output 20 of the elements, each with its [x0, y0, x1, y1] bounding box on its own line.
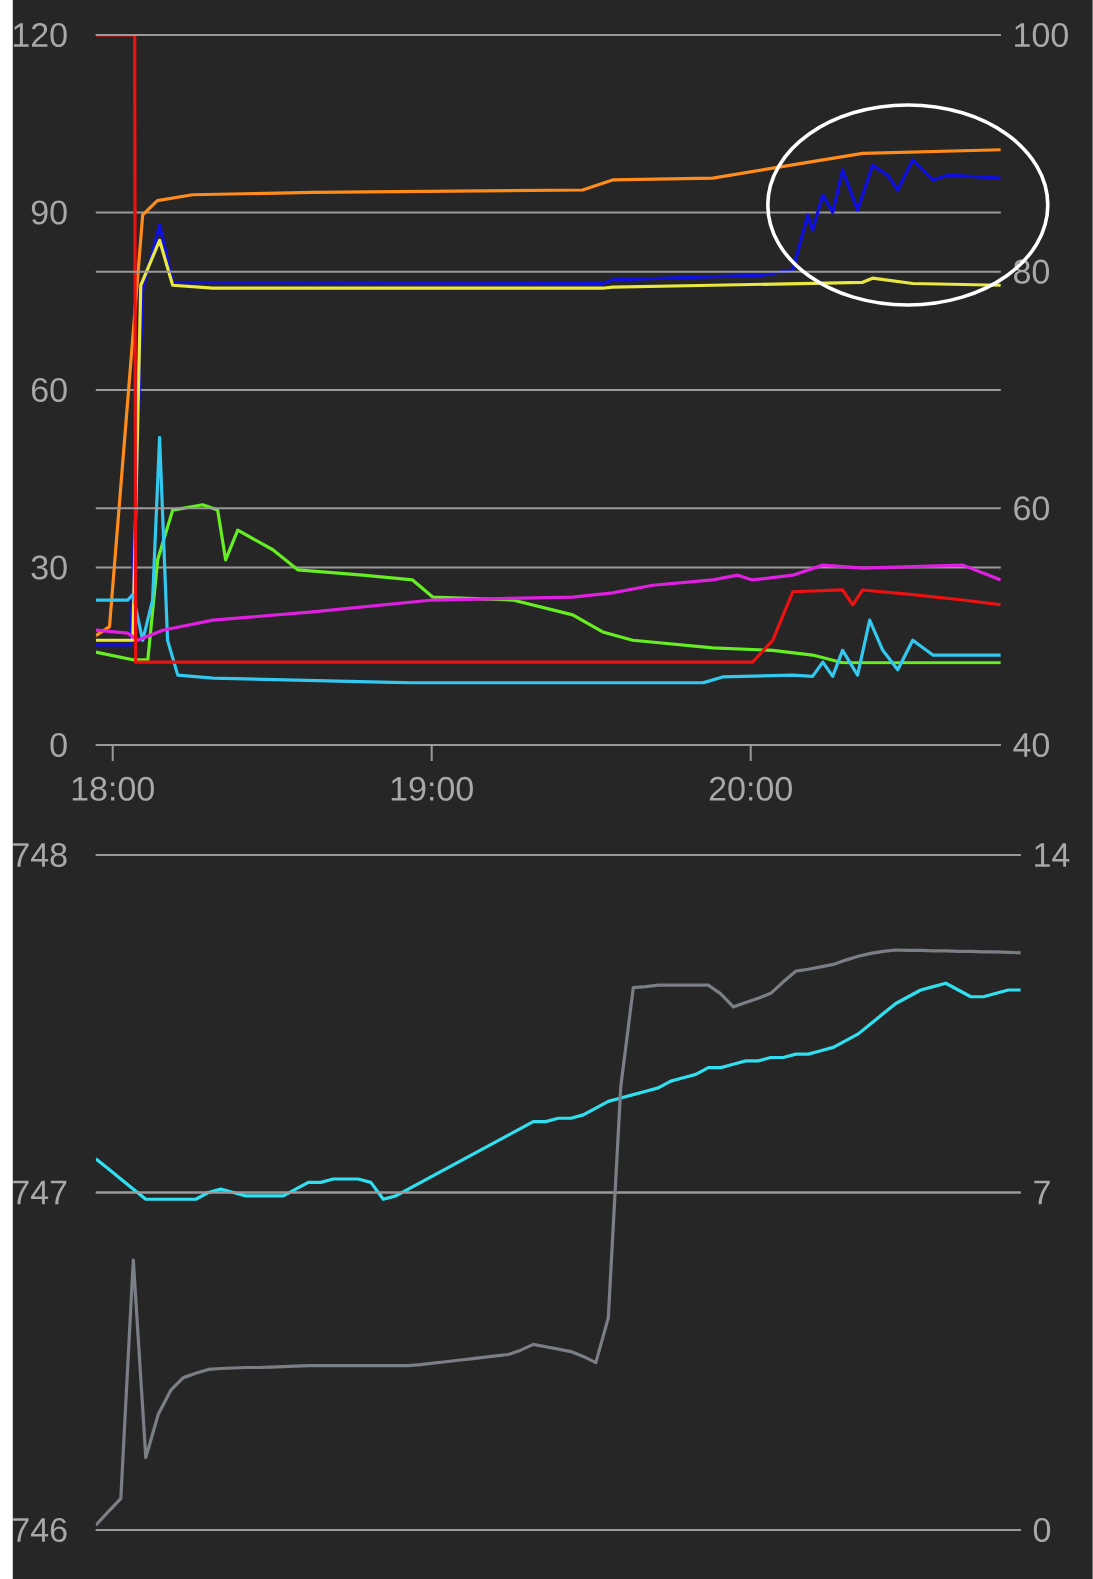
- y2-tick-label: 40: [1013, 732, 1050, 758]
- y-tick-label: 60: [32, 377, 67, 403]
- y-tick-label: 748: [13, 842, 67, 868]
- y2-tick-label: 60: [1014, 496, 1050, 521]
- y-tick-label: 0: [50, 732, 67, 758]
- y-tick-label: 90: [31, 200, 67, 225]
- y2-tick-label: 14: [1035, 843, 1070, 867]
- y-tick-label: 30: [31, 555, 67, 580]
- line-series: [95, 503, 1001, 665]
- y2-tick-label: 100: [1015, 22, 1069, 48]
- y2-tick-label: 0: [1033, 1517, 1051, 1543]
- y-tick-label: 746: [13, 1517, 67, 1543]
- y-tick-label: 747: [13, 1180, 67, 1205]
- x-tick-label: 20:00: [709, 776, 793, 801]
- y-tick-label: 120: [14, 22, 67, 48]
- line-series: [95, 34, 1001, 664]
- y2-tick-label: 7: [1034, 1180, 1050, 1205]
- x-tick-label: 18:00: [72, 776, 155, 801]
- line-series: [95, 563, 1001, 642]
- x-tick-label: 19:00: [391, 776, 474, 801]
